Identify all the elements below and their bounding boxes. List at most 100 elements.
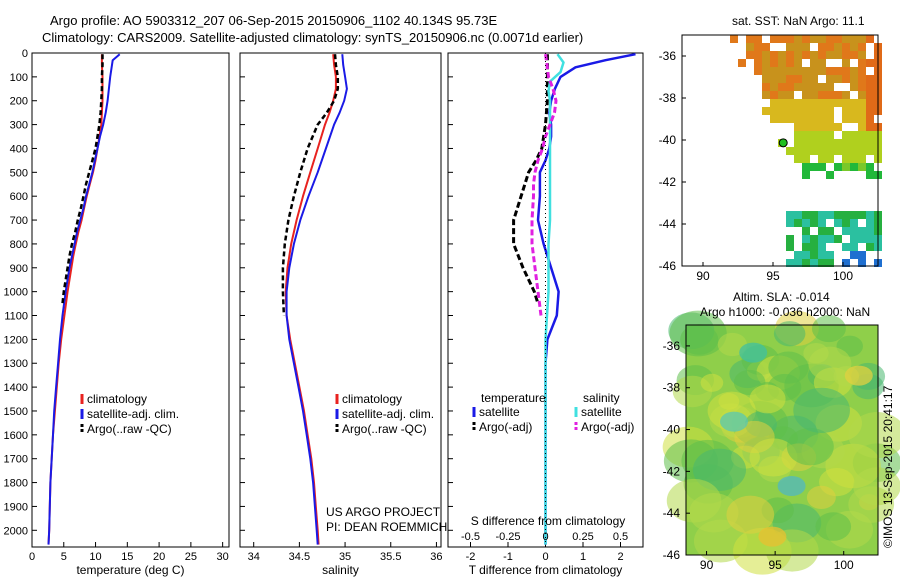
sst-cell — [842, 219, 850, 227]
sst-cell — [786, 107, 794, 115]
series-line — [285, 54, 348, 545]
y-tick-label: -40 — [659, 133, 677, 147]
sst-cell — [842, 147, 850, 155]
s-tick-label: 0.25 — [572, 531, 593, 543]
sst-cell — [778, 91, 786, 99]
sst-cell — [818, 51, 826, 59]
profile-panel-0: 0100200300400500600700800900100011001200… — [4, 48, 230, 577]
sla-blob — [811, 315, 846, 343]
sst-cell — [802, 243, 810, 251]
sst-cell — [866, 163, 874, 171]
y-tick-label: -44 — [659, 217, 677, 231]
y-tick-label: -38 — [663, 381, 681, 395]
legend-title: temperature — [481, 391, 546, 405]
sst-cell — [842, 35, 850, 43]
sst-cell — [826, 107, 834, 115]
sst-cell — [746, 35, 754, 43]
sst-cell — [826, 43, 834, 51]
sst-cell — [818, 131, 826, 139]
sst-cell — [762, 67, 770, 75]
sla-feature — [844, 365, 873, 386]
sst-cell — [866, 59, 874, 67]
sst-cell — [778, 107, 786, 115]
x-tick-label: -2 — [466, 551, 476, 563]
series-line — [530, 53, 558, 316]
y-tick-label: 1500 — [4, 406, 28, 418]
sst-cell — [810, 131, 818, 139]
series-line — [281, 54, 340, 316]
sst-cell — [802, 139, 810, 147]
legend-item: Argo(..raw -QC) — [87, 422, 172, 436]
sla-feature — [777, 476, 806, 496]
sla-panel-title-1: Altim. SLA: -0.014 — [733, 290, 830, 304]
sst-cell — [850, 43, 858, 51]
sst-cell — [770, 59, 778, 67]
sst-cell — [858, 211, 866, 219]
sst-cell — [802, 235, 810, 243]
sst-cell — [834, 219, 842, 227]
s-tick-label: 0.5 — [613, 531, 628, 543]
y-tick-label: -42 — [659, 175, 677, 189]
sst-cell — [858, 147, 866, 155]
sst-cell — [786, 219, 794, 227]
sst-cell — [866, 147, 874, 155]
sst-cell — [850, 35, 858, 43]
credit-pi: PI: DEAN ROEMMICH — [326, 520, 447, 534]
sst-cell — [858, 155, 866, 163]
sst-cell — [818, 123, 826, 131]
x-tick-label: 95 — [766, 269, 780, 283]
x-tick-label: 25 — [185, 551, 197, 563]
sst-cell — [802, 155, 810, 163]
sst-cell — [794, 107, 802, 115]
sst-cell — [802, 99, 810, 107]
sst-cell — [810, 147, 818, 155]
s-tick-label: -0.5 — [461, 531, 480, 543]
sst-cell — [834, 139, 842, 147]
sst-cell — [834, 235, 842, 243]
sst-cell — [794, 35, 802, 43]
sst-cell — [802, 147, 810, 155]
sst-cell — [786, 67, 794, 75]
sst-cell — [850, 75, 858, 83]
s-tick-label: 0 — [542, 531, 548, 543]
sst-cell — [818, 235, 826, 243]
x-tick-label: 10 — [89, 551, 101, 563]
x-tick-label: -1 — [503, 551, 513, 563]
sst-cell — [842, 115, 850, 123]
sst-cell — [818, 147, 826, 155]
sla-blob — [680, 324, 719, 355]
sst-cell — [810, 259, 818, 267]
sst-cell — [850, 67, 858, 75]
sst-cell — [770, 83, 778, 91]
sst-cell — [826, 35, 834, 43]
sst-cell — [826, 211, 834, 219]
x-tick-label: 90 — [696, 269, 710, 283]
sst-cell — [866, 91, 874, 99]
sst-cell — [850, 243, 858, 251]
sst-cell — [866, 131, 874, 139]
sst-cell — [842, 163, 850, 171]
y-tick-label: 100 — [10, 72, 28, 84]
sla-blob — [749, 438, 798, 477]
legend-item: satellite — [581, 405, 622, 419]
sst-cell — [842, 51, 850, 59]
x-axis-label: temperature (deg C) — [76, 563, 184, 577]
y-tick-label: 400 — [10, 143, 28, 155]
x-tick-label: 30 — [217, 551, 229, 563]
sst-cell — [810, 99, 818, 107]
sst-cell — [850, 235, 858, 243]
sst-cell — [842, 139, 850, 147]
x-tick-label: 0 — [29, 551, 35, 563]
sst-cell — [738, 59, 746, 67]
sst-cell — [786, 91, 794, 99]
credit-project: US ARGO PROJECT — [326, 505, 441, 519]
sst-cell — [802, 43, 810, 51]
sst-cell — [866, 171, 874, 179]
sst-cell — [842, 107, 850, 115]
x-tick-label: 90 — [700, 558, 714, 572]
sst-cell — [794, 259, 802, 267]
sst-cell — [794, 51, 802, 59]
sst-cell — [810, 35, 818, 43]
